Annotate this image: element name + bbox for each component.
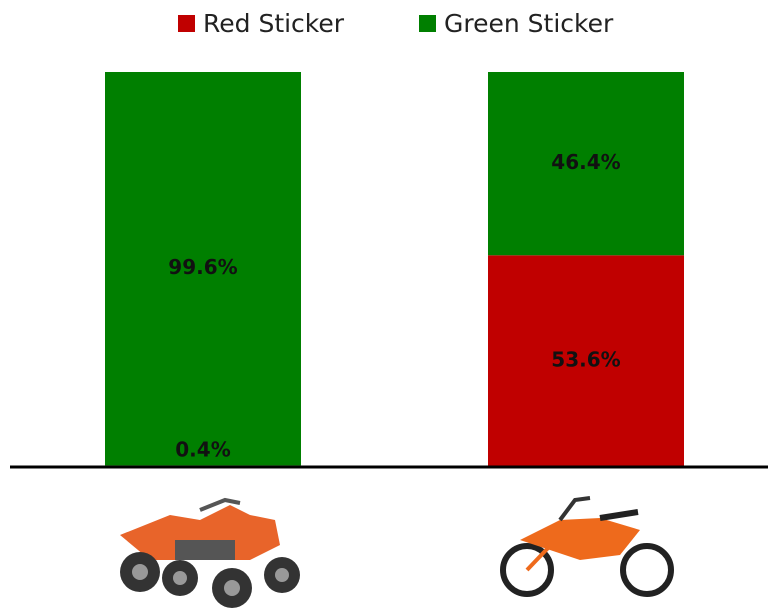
legend-label: Green Sticker bbox=[444, 9, 614, 38]
value-label: 0.4% bbox=[175, 438, 230, 462]
legend: Red Sticker Green Sticker bbox=[178, 9, 614, 38]
chart: Red Sticker Green Sticker 0.4% 99.6% 53.6% 4… bbox=[0, 0, 768, 611]
page: Red Sticker Green Sticker 0.4% 99.6% 53.6% 4… bbox=[0, 0, 768, 611]
value-label: 53.6% bbox=[551, 348, 620, 372]
atv-icon bbox=[120, 500, 300, 608]
legend-swatch bbox=[178, 15, 195, 32]
dirt-bike-icon bbox=[503, 498, 671, 594]
value-label: 46.4% bbox=[551, 150, 620, 174]
legend-swatch bbox=[419, 15, 436, 32]
legend-label: Red Sticker bbox=[203, 9, 345, 38]
value-label: 99.6% bbox=[168, 255, 237, 279]
